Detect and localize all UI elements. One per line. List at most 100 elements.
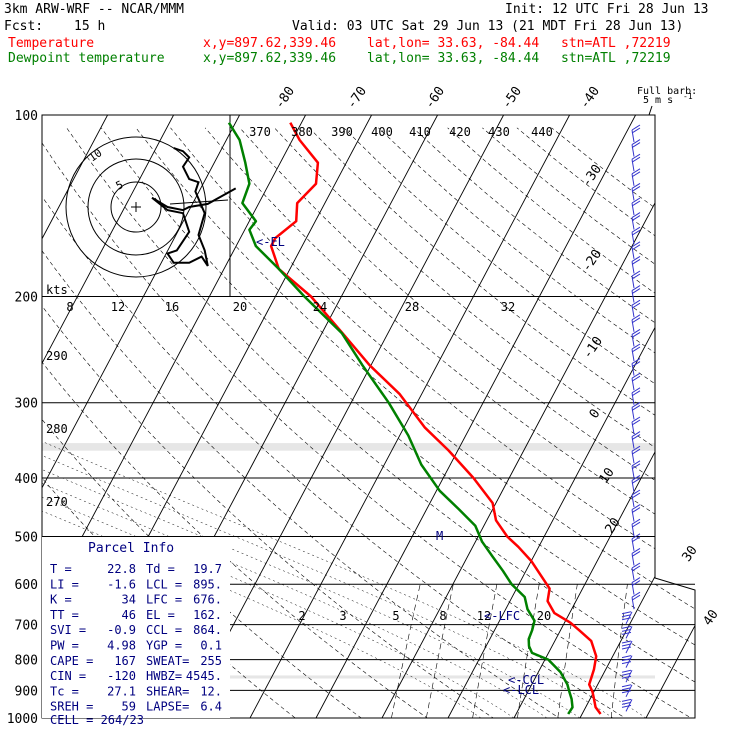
hodograph-units: kts	[46, 283, 68, 297]
wind-barb	[631, 533, 641, 551]
parcel-key: TT =	[50, 608, 79, 622]
speed-label: 8	[66, 300, 73, 314]
fcst-label: Fcst:	[4, 19, 44, 34]
valid-time: Valid: 03 UTC Sat 29 Jun 13 (21 MDT Fri …	[292, 19, 684, 34]
barb-flag	[631, 565, 641, 572]
isotherm	[42, 115, 108, 718]
barb-staff	[631, 144, 635, 157]
mixing-ratio-line	[472, 584, 498, 718]
speed-label: 32	[501, 300, 515, 314]
temperature-xy: x,y=897.62,339.46	[203, 36, 337, 51]
barb-legend-line2: 5 m s	[643, 95, 673, 106]
barb-staff	[631, 421, 635, 435]
barb-flag	[621, 690, 632, 694]
dry-adiabat-label: 280	[46, 422, 68, 436]
barb-staff	[631, 275, 635, 289]
barb-staff	[631, 261, 635, 274]
ccl-annotation: <-CCL	[508, 673, 544, 687]
wind-barb	[631, 387, 641, 405]
barb-flag	[631, 139, 641, 146]
dry-adiabat	[551, 127, 695, 718]
barb-flag	[631, 171, 641, 178]
barb-flag	[631, 550, 641, 557]
isotherm	[645, 115, 695, 718]
dry-adiabat	[239, 127, 695, 718]
hodograph-ring	[65, 136, 207, 278]
barb-staff	[631, 509, 635, 522]
parcel-value: 12.	[200, 684, 222, 698]
isotherm-label: 30	[679, 543, 700, 564]
wind-barb	[631, 285, 641, 303]
dry-adiabat	[42, 127, 580, 718]
dry-adiabat	[42, 127, 695, 718]
grey-band	[42, 443, 655, 451]
barb-flag	[631, 314, 641, 321]
parcel-key: PW =	[50, 639, 79, 653]
barb-flag	[621, 625, 632, 629]
parcel-value: 167	[114, 654, 136, 668]
parcel-key: LAPSE=	[146, 700, 189, 714]
wind-barb	[631, 445, 641, 464]
barb-staff	[631, 480, 635, 493]
barb-flag	[631, 448, 641, 455]
wind-barb	[631, 591, 641, 610]
dry-adiabat-label: 410	[409, 125, 431, 139]
barb-flag	[631, 404, 641, 411]
barb-staff	[631, 597, 635, 610]
mark-annotation: M	[436, 529, 443, 543]
barb-flag	[631, 299, 641, 306]
mixing-ratio-line	[557, 584, 578, 718]
mixing-ratio-label: 12	[477, 609, 491, 623]
dry-adiabat	[42, 127, 647, 718]
wind-barb	[631, 504, 641, 522]
dry-adiabat	[274, 127, 695, 718]
barb-flag	[621, 640, 632, 644]
dry-adiabat-label: 370	[249, 125, 271, 139]
dewpoint-label: Dewpoint temperature	[8, 51, 165, 66]
parcel-key: HWBZ=	[146, 669, 182, 683]
dry-adiabat	[447, 127, 695, 718]
wind-barb	[621, 698, 633, 712]
barb-flag	[631, 460, 641, 467]
barb-staff	[631, 465, 635, 478]
mixing-ratio-label: 5	[392, 609, 399, 623]
parcel-value: 676.	[193, 593, 222, 607]
wind-barb	[621, 684, 633, 698]
barb-staff	[631, 246, 635, 259]
barb-flag	[631, 241, 641, 248]
mixing-ratio-line	[517, 584, 540, 718]
parcel-value: 22.8	[107, 562, 136, 576]
barb-staff	[631, 538, 635, 551]
barb-staff	[631, 348, 635, 362]
isotherm	[183, 115, 504, 718]
grey-band	[42, 675, 655, 679]
isotherm-label: -50	[499, 84, 525, 112]
barb-staff	[631, 363, 635, 376]
parcel-value: 6.4	[200, 700, 222, 714]
parcel-value: 19.7	[193, 562, 222, 576]
barb-flag	[631, 401, 641, 408]
dry-adiabat-label: 380	[291, 125, 313, 139]
temperature-trace	[269, 122, 602, 715]
barb-staff	[631, 378, 635, 391]
barb-staff	[631, 159, 635, 172]
dry-adiabat	[204, 127, 695, 718]
isotherm	[381, 115, 695, 718]
barb-flag	[631, 533, 641, 540]
parcel-value: 59	[122, 700, 136, 714]
wind-barb	[631, 212, 641, 230]
dry-adiabat-label: 390	[331, 125, 353, 139]
parcel-key: CIN =	[50, 669, 86, 683]
pressure-tick-label: 200	[15, 291, 38, 306]
barb-staff	[631, 451, 635, 464]
barb-staff	[631, 392, 635, 405]
mixing-ratio-label: 3	[339, 609, 346, 623]
wind-barb	[631, 314, 641, 332]
barb-flag	[631, 507, 641, 514]
parcel-key: Tc =	[50, 684, 79, 698]
barb-flag	[631, 547, 641, 554]
barb-flag	[631, 463, 641, 470]
wind-barb	[631, 139, 641, 157]
barb-flag	[631, 244, 641, 251]
barb-flag	[631, 521, 641, 528]
